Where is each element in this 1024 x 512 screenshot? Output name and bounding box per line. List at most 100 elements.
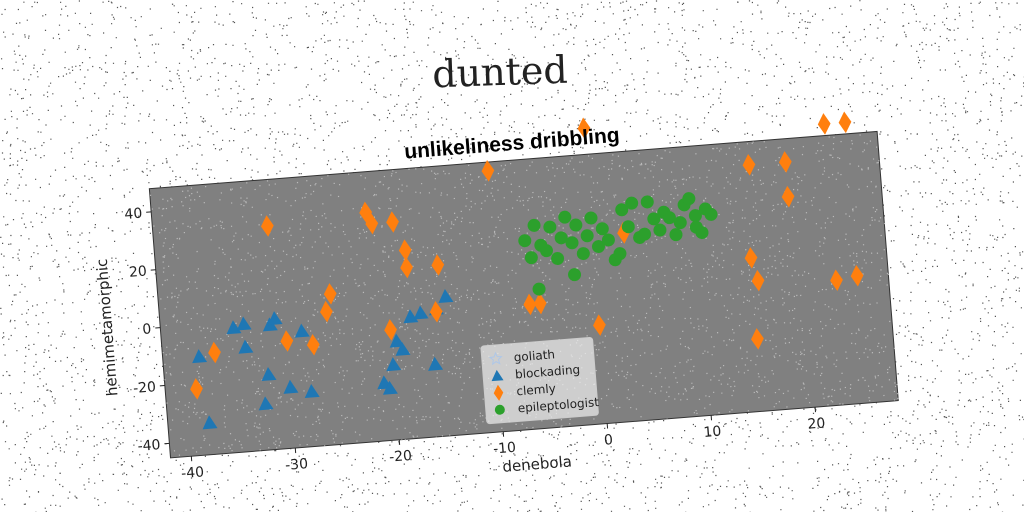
blockading-point xyxy=(428,356,444,371)
clemly-point xyxy=(778,151,792,173)
epileptologist-point xyxy=(527,218,541,232)
epileptologist-point xyxy=(584,211,598,225)
epileptologist-point xyxy=(518,234,532,248)
blockading-point xyxy=(389,333,405,348)
epileptologist-point xyxy=(653,223,667,237)
epileptologist-point xyxy=(662,211,676,225)
epileptologist-point xyxy=(601,233,615,247)
clemly-point xyxy=(577,117,591,140)
legend-marker-clemly xyxy=(493,384,504,401)
epileptologist-point xyxy=(576,247,590,261)
x-tick-label: 10 xyxy=(703,424,722,441)
blockading-point xyxy=(261,366,277,382)
x-tick-label: -30 xyxy=(285,456,309,474)
legend-marker-blockading xyxy=(491,369,504,382)
clemly-point xyxy=(751,328,764,350)
y-axis-label: hemimetamorphic xyxy=(93,258,122,397)
clemly-point xyxy=(320,300,333,323)
clemly-point xyxy=(751,269,765,292)
clemly-point xyxy=(617,222,630,244)
clemly-point xyxy=(190,378,203,400)
epileptologist-point xyxy=(669,228,683,242)
x-tick-label: -10 xyxy=(493,440,517,458)
epileptologist-point xyxy=(625,196,639,210)
blockading-point xyxy=(236,316,252,331)
epileptologist-point xyxy=(695,226,709,240)
epileptologist-point xyxy=(640,195,654,209)
epileptologist-point xyxy=(638,227,652,241)
blockading-point xyxy=(258,396,274,411)
legend-marker-goliath xyxy=(488,351,503,366)
clemly-point xyxy=(744,247,758,269)
epileptologist-point xyxy=(613,247,627,261)
blockading-point xyxy=(202,415,218,430)
clemly-point xyxy=(781,185,795,208)
clemly-point xyxy=(208,341,221,364)
blockading-point xyxy=(403,309,419,324)
legend-label: blockading xyxy=(515,362,581,381)
epileptologist-point xyxy=(647,212,661,226)
epileptologist-point xyxy=(524,251,538,265)
clemly-point xyxy=(260,215,274,237)
y-tick-label: 0 xyxy=(142,321,152,338)
epileptologist-point xyxy=(682,192,696,206)
y-tick-label: 40 xyxy=(124,206,143,223)
clemly-point xyxy=(429,300,443,323)
clemly-point xyxy=(593,314,606,336)
blockading-point xyxy=(267,311,283,326)
axes: -40 -30 -20 -10 0 10 20 -40 -20 0 20 40 xyxy=(124,206,826,482)
clemly-point xyxy=(533,292,547,315)
epileptologist-point xyxy=(615,203,629,217)
clemly-point xyxy=(365,212,379,235)
clemly-point xyxy=(323,283,337,305)
epileptologist-point xyxy=(558,210,572,224)
blockading-point xyxy=(226,320,242,335)
legend-label: clemly xyxy=(516,381,556,398)
blockading-point xyxy=(283,379,299,394)
clemly-point xyxy=(386,211,399,233)
x-axis-label: denebola xyxy=(502,452,573,475)
epileptologist-point xyxy=(568,268,582,282)
epileptologist-point xyxy=(591,240,605,254)
clemly-point xyxy=(400,256,413,279)
legend-label: goliath xyxy=(513,347,555,364)
epileptologist-point xyxy=(551,252,565,266)
blockading-point xyxy=(386,357,402,372)
blockading-point xyxy=(395,341,411,356)
clemly-point xyxy=(817,113,831,135)
epileptologist-point xyxy=(704,207,718,221)
blockading-point xyxy=(192,349,208,364)
blockading-point xyxy=(438,288,454,304)
epileptologist-point xyxy=(580,229,594,243)
clemly-point xyxy=(280,330,294,352)
epileptologist-point xyxy=(532,282,546,296)
x-tick-label: 0 xyxy=(603,432,613,449)
epileptologist-point xyxy=(673,216,687,230)
y-tick-label: 20 xyxy=(128,263,147,280)
blockading-point xyxy=(294,323,310,338)
clemly-point xyxy=(838,111,852,134)
clemly-point xyxy=(431,254,445,276)
clemly-point xyxy=(398,239,412,261)
epileptologist-point xyxy=(543,220,557,234)
epileptologist-point xyxy=(565,236,579,250)
data-points xyxy=(190,111,864,430)
blockading-point xyxy=(238,339,254,354)
epileptologist-point xyxy=(554,231,568,245)
epileptologist-point xyxy=(688,209,702,223)
blockading-point xyxy=(304,383,320,398)
epileptologist-point xyxy=(595,222,609,236)
blockading-point xyxy=(413,305,429,320)
blockading-point xyxy=(382,380,398,395)
clemly-point xyxy=(384,319,397,341)
y-tick-label: -20 xyxy=(133,379,157,397)
clemly-point xyxy=(523,293,537,316)
x-tick-label: -20 xyxy=(389,448,413,466)
x-tick-label: -40 xyxy=(181,464,205,482)
clemly-point xyxy=(742,154,756,176)
legend-label: epileptologist xyxy=(517,395,599,415)
x-tick-label: 20 xyxy=(807,415,826,432)
legend-marker-epileptologist xyxy=(494,404,505,415)
clemly-point xyxy=(850,264,864,287)
